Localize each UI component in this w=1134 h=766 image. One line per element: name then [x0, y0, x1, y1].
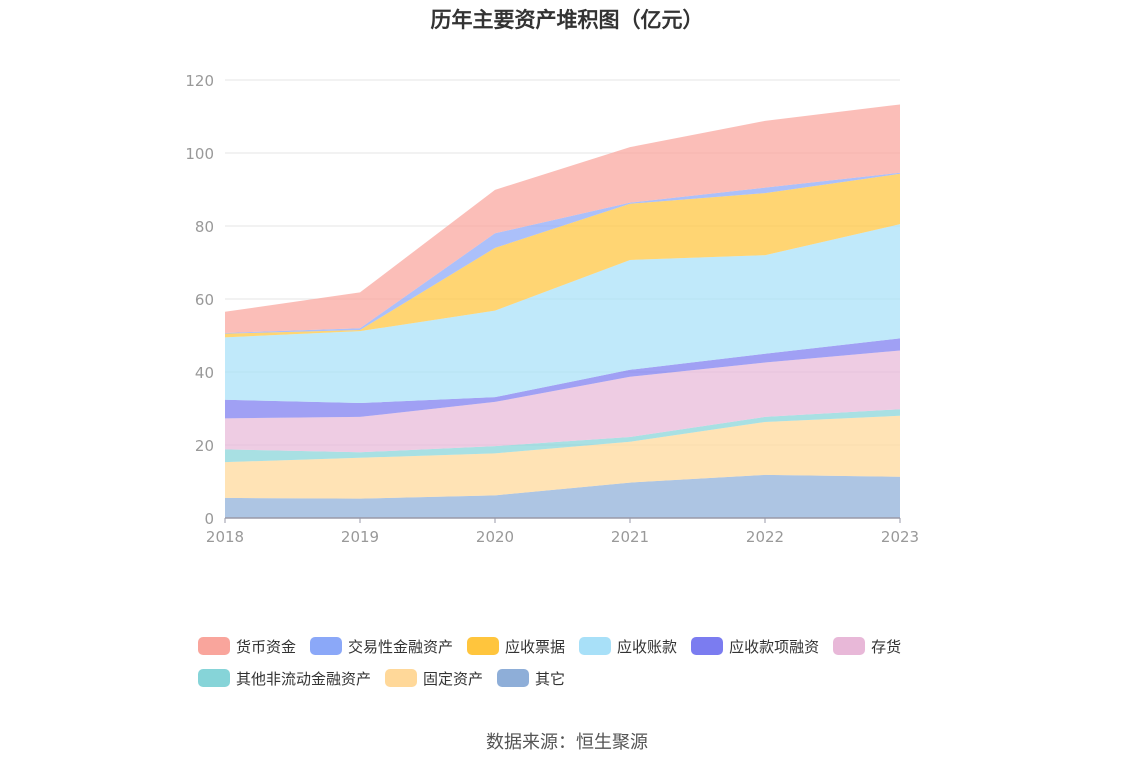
legend-row: 其他非流动金融资产 固定资产 其它 — [198, 662, 998, 694]
area-series — [225, 173, 900, 338]
legend-label: 交易性金融资产 — [348, 637, 454, 656]
legend-item[interactable]: 应收票据 — [467, 636, 565, 657]
x-tick-label: 2023 — [881, 528, 919, 546]
legend: 货币资金 交易性金融资产 应收票据 应收账款 应收款项融资 存货 其他非流动金融资产 固定资… — [198, 630, 998, 694]
legend-swatch — [497, 669, 530, 687]
legend-label: 应收票据 — [505, 637, 566, 656]
x-tick-label: 2018 — [206, 528, 244, 546]
data-source: 数据来源：恒生聚源 — [486, 732, 648, 753]
legend-swatch — [310, 637, 343, 655]
legend-label: 货币资金 — [236, 637, 297, 656]
x-tick-label: 2020 — [476, 528, 514, 546]
legend-item[interactable]: 存货 — [833, 636, 901, 657]
legend-swatch — [691, 637, 724, 655]
legend-swatch — [198, 637, 230, 655]
area-series — [225, 474, 900, 518]
y-tick-label: 0 — [204, 510, 214, 528]
chart-title: 历年主要资产堆积图（亿元） — [430, 8, 704, 32]
legend-item[interactable]: 货币资金 — [198, 636, 296, 657]
area-series — [225, 350, 900, 453]
y-tick-label: 40 — [195, 364, 214, 382]
legend-label: 应收账款 — [617, 637, 678, 656]
legend-swatch — [579, 637, 612, 655]
legend-swatch — [385, 669, 418, 687]
area-series — [225, 415, 900, 499]
area-series — [225, 104, 900, 333]
legend-item[interactable]: 其它 — [497, 668, 565, 689]
legend-item[interactable]: 应收款项融资 — [691, 636, 819, 657]
legend-label: 其他非流动金融资产 — [236, 669, 372, 688]
y-tick-label: 60 — [195, 291, 214, 309]
y-tick-label: 100 — [185, 145, 214, 163]
y-tick-label: 120 — [185, 72, 214, 90]
legend-row: 货币资金 交易性金融资产 应收票据 应收账款 应收款项融资 存货 — [198, 630, 998, 662]
y-tick-label: 80 — [195, 218, 214, 236]
legend-item[interactable]: 其他非流动金融资产 — [198, 668, 371, 689]
legend-swatch — [833, 637, 866, 655]
area-series — [225, 224, 900, 404]
legend-item[interactable]: 固定资产 — [385, 668, 483, 689]
x-tick-label: 2021 — [611, 528, 649, 546]
legend-item[interactable]: 应收账款 — [579, 636, 677, 657]
y-tick-label: 20 — [195, 437, 214, 455]
x-tick-label: 2022 — [746, 528, 784, 546]
x-tick-label: 2019 — [341, 528, 379, 546]
legend-item[interactable]: 交易性金融资产 — [310, 636, 453, 657]
area-series — [225, 338, 900, 419]
legend-swatch — [198, 669, 230, 687]
area-series — [225, 409, 900, 463]
legend-swatch — [467, 637, 500, 655]
legend-label: 固定资产 — [423, 669, 484, 688]
stacked-area-chart: 0 20 40 60 80 100 120 2018 2019 2020 2021 2022 2023 — [185, 72, 919, 546]
legend-label: 其它 — [535, 669, 566, 688]
legend-label: 应收款项融资 — [729, 637, 820, 656]
legend-label: 存货 — [871, 637, 902, 656]
